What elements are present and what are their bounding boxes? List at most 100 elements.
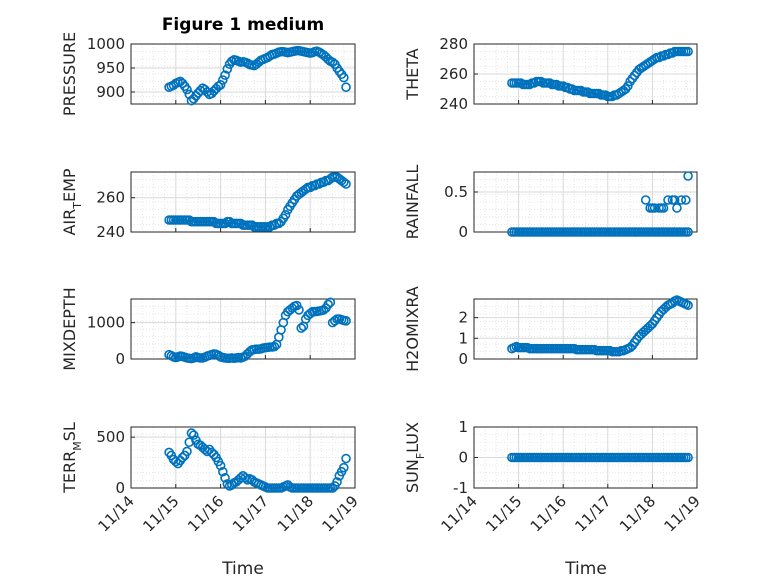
data-series	[164, 428, 351, 493]
data-point	[683, 171, 693, 181]
y-tick-label: 900	[96, 83, 125, 101]
y-tick-label: 0	[458, 449, 468, 467]
y-tick-label: 0	[458, 223, 468, 241]
data-point	[222, 64, 233, 74]
data-point	[640, 195, 651, 205]
data-point	[294, 305, 304, 315]
x-axis-label-left: Time	[221, 559, 264, 579]
data-point	[332, 477, 342, 487]
data-point	[338, 462, 349, 473]
data-point	[215, 460, 226, 471]
data-series	[507, 46, 693, 102]
y-tick-label: 0	[115, 350, 125, 368]
data-point	[576, 85, 586, 96]
x-tick-label: 11/14	[438, 492, 481, 535]
y-axis-label: MIXDEPTH	[60, 287, 79, 370]
data-point	[280, 210, 291, 220]
subplot-2: 280 260 240 THETA	[403, 35, 698, 113]
data-point	[338, 72, 349, 83]
data-point	[672, 203, 682, 213]
y-axis-label: THETA	[403, 48, 422, 100]
x-tick-label: 11/14	[95, 492, 138, 535]
data-series	[507, 171, 693, 237]
data-point	[683, 452, 693, 463]
y-tick-label: 1000	[87, 314, 125, 332]
y-tick-label: 1000	[87, 35, 125, 53]
data-point	[330, 316, 340, 326]
x-tick-label: 11/17	[229, 492, 272, 535]
data-point	[516, 78, 526, 88]
data-point	[341, 453, 351, 464]
y-axis-label: RAINFALL	[403, 165, 422, 240]
data-point	[658, 203, 669, 213]
data-point	[218, 466, 228, 477]
x-axis-label-right: Time	[564, 559, 607, 579]
data-point	[567, 84, 577, 94]
data-point	[536, 76, 546, 87]
data-point	[188, 430, 199, 440]
y-axis-label: H2OMIXRA	[403, 286, 422, 372]
data-series	[164, 45, 351, 106]
data-point	[215, 80, 226, 90]
data-point	[582, 87, 593, 97]
y-tick-label: 500	[96, 428, 125, 446]
data-point	[623, 81, 633, 91]
data-point	[676, 195, 687, 205]
y-tick-label: 240	[439, 95, 468, 113]
data-point	[325, 174, 336, 184]
data-point	[667, 48, 678, 58]
data-point	[220, 473, 230, 483]
data-point	[220, 218, 230, 229]
y-tick-label: 0	[458, 350, 468, 368]
data-point	[529, 78, 540, 88]
subplot-1: 1000 950 900 PRESSURE	[60, 32, 356, 116]
y-tick-label: 0.5	[444, 183, 468, 201]
data-point	[269, 341, 280, 352]
data-point	[247, 220, 257, 230]
subplot-3: 260 240 AIRTEMP	[60, 168, 356, 241]
data-series	[164, 297, 351, 364]
data-point	[683, 46, 693, 57]
data-point	[341, 82, 351, 92]
data-point	[594, 88, 604, 99]
subplot-4: 0.5 0 RAINFALL	[403, 165, 698, 241]
data-point	[182, 84, 192, 95]
data-series	[507, 295, 693, 357]
data-point	[327, 57, 338, 68]
x-tick-label: 11/19	[661, 492, 704, 535]
data-point	[551, 79, 562, 90]
axes-box	[130, 426, 356, 489]
data-point	[341, 179, 351, 189]
x-tick-label: 11/17	[571, 492, 614, 535]
data-point	[171, 456, 181, 467]
y-tick-label: 1	[458, 418, 468, 436]
data-point	[327, 483, 338, 493]
axes-box	[473, 298, 698, 360]
y-tick-label: 240	[96, 223, 125, 241]
x-tick-label: 11/16	[527, 492, 570, 535]
y-tick-label: 2	[458, 309, 468, 327]
data-point	[296, 323, 307, 333]
subplot-7: 500 011/14 11/15 11/16 11/17 11/18 11/19 TERRMS…	[60, 422, 362, 535]
data-point	[177, 452, 188, 463]
subplot-5: 1000 0 MIXDEPTH	[60, 287, 356, 371]
axes-box	[130, 43, 356, 105]
data-point	[600, 90, 611, 100]
data-point	[202, 87, 212, 97]
data-point	[663, 195, 673, 205]
data-point	[683, 227, 693, 237]
data-point	[182, 446, 192, 457]
y-tick-label: 1	[458, 329, 468, 347]
x-tick-label: 11/15	[482, 492, 525, 535]
y-tick-label: 260	[439, 65, 468, 83]
y-tick-label: -1	[453, 479, 468, 497]
data-point	[338, 177, 349, 188]
y-tick-label: 260	[96, 189, 125, 207]
data-point	[222, 479, 233, 489]
y-axis-label: TERRMSL	[60, 422, 84, 494]
data-point	[325, 297, 336, 308]
data-point	[683, 300, 693, 311]
x-tick-label: 11/18	[616, 492, 659, 535]
y-axis-label: AIRTEMP	[60, 168, 84, 235]
